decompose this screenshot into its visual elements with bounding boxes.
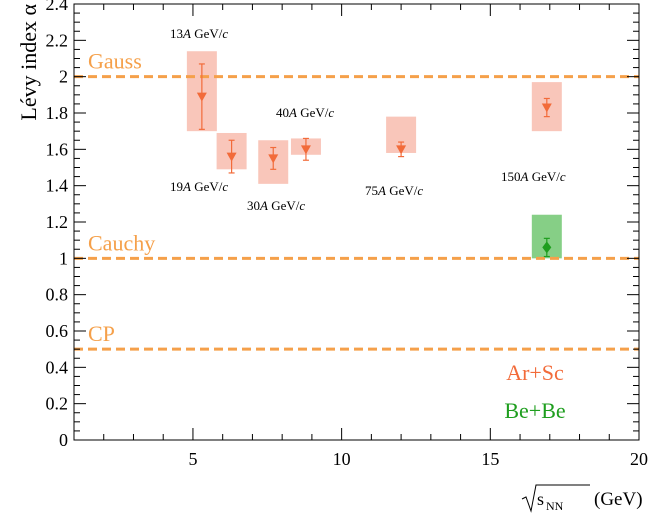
axes: 5 10 15 20 0 0.2 0.4 0.6 0.8 1 1.2 1.4 1.6 1.8 2 2.2 2.4 (46, 0, 649, 469)
reference-label-gauss: Gauss (88, 49, 142, 74)
x-axis-title-radical (521, 484, 590, 513)
legend-entry: Ar+Sc (506, 360, 564, 385)
energy-label: 19A GeV/c (170, 179, 228, 194)
y-tick-label: 1.4 (46, 176, 69, 196)
data-point-marker (541, 103, 552, 113)
legend-entry: Be+Be (504, 398, 565, 423)
y-tick-label: 2.4 (46, 0, 69, 14)
energy-labels: 13A GeV/c 19A GeV/c 30A GeV/c 40A GeV/c 75A … (170, 26, 566, 213)
y-tick-label: 2 (59, 67, 68, 87)
y-tick-label: 0.8 (46, 285, 69, 305)
energy-label: 75A GeV/c (365, 183, 423, 198)
data-point-marker (542, 241, 552, 254)
x-axis-title-root: s (537, 489, 544, 509)
y-tick-label: 0.4 (46, 357, 69, 377)
energy-label: 30A GeV/c (247, 198, 305, 213)
data-point-marker (268, 154, 279, 164)
y-tick-label: 1 (59, 248, 68, 268)
data-points (196, 63, 552, 258)
reference-label-cp: CP (88, 321, 115, 346)
y-tick-label: 2.2 (46, 30, 69, 50)
legend: Ar+Sc Be+Be (504, 360, 565, 423)
data-point-marker (196, 92, 207, 102)
data-point-marker (396, 145, 407, 155)
x-tick-label: 5 (188, 449, 197, 469)
y-tick-label: 1.6 (46, 139, 69, 159)
y-axis-title: Lévy index α (16, 4, 41, 121)
energy-label: 13A GeV/c (170, 26, 228, 41)
reference-line-labels: Gauss Cauchy CP (88, 49, 155, 346)
x-tick-label: 20 (630, 449, 648, 469)
x-tick-label: 10 (333, 449, 351, 469)
x-axis-title-root-sub: NN (546, 499, 564, 513)
energy-label: 150A GeV/c (501, 169, 566, 184)
x-axis-title: (GeV) (594, 489, 643, 510)
y-tick-label: 1.8 (46, 103, 69, 123)
y-tick-label: 1.2 (46, 212, 69, 232)
systematic-error-boxes (186, 51, 562, 259)
y-tick-label: 0.2 (46, 394, 69, 414)
y-tick-label: 0.6 (46, 321, 69, 341)
y-tick-label: 0 (59, 430, 68, 450)
data-point-marker (300, 145, 311, 155)
x-tick-label: 15 (481, 449, 499, 469)
data-point-marker (226, 152, 237, 162)
reference-lines (74, 75, 639, 351)
energy-label: 40A GeV/c (276, 105, 334, 120)
reference-label-cauchy: Cauchy (88, 230, 155, 255)
axis-titles: Lévy index α s NN (GeV) (16, 4, 643, 513)
